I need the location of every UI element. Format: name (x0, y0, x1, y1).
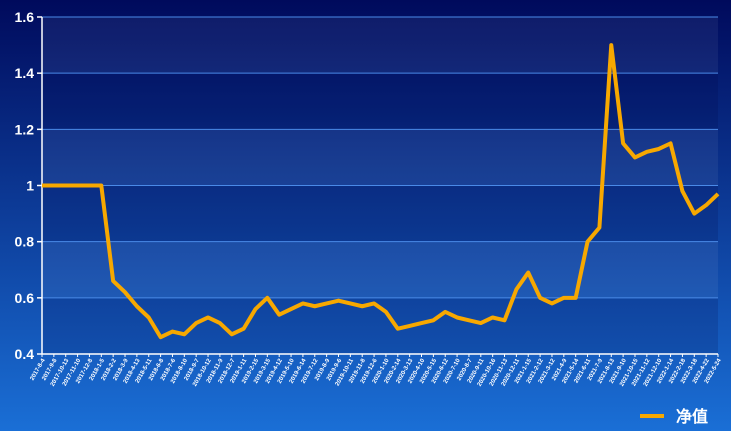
y-tick-label: 0.6 (15, 290, 35, 306)
plot-band (42, 185, 718, 242)
y-tick-label: 1.2 (15, 121, 35, 137)
y-tick-label: 1 (26, 178, 34, 194)
plot-band (42, 241, 718, 298)
y-tick-label: 0.8 (15, 234, 35, 250)
y-tick-label: 0.4 (15, 346, 35, 362)
plot-band (42, 17, 718, 74)
line-series (42, 43, 720, 340)
legend-label: 净值 (676, 407, 708, 426)
y-tick-label: 1.6 (15, 9, 35, 25)
y-tick-label: 1.4 (15, 65, 35, 81)
plot-band (42, 129, 718, 186)
